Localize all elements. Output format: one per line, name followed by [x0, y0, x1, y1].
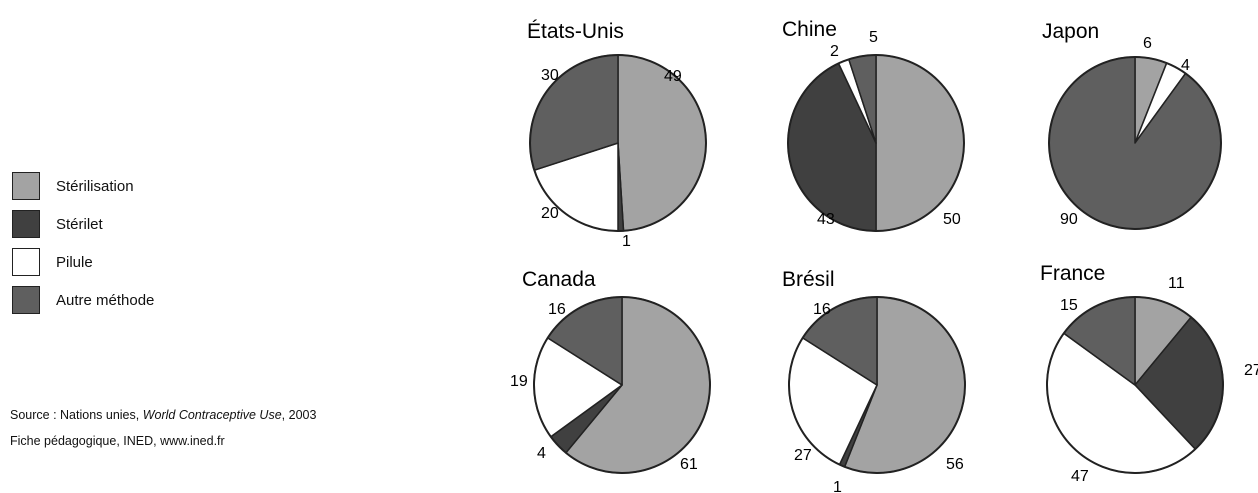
pie-chart: Brésil 56 1 27 16 [782, 268, 966, 493]
pie-title: Brésil [782, 268, 835, 291]
legend-item: Autre méthode [12, 286, 155, 314]
legend-item: Pilule [12, 248, 154, 276]
pie-outline [788, 296, 966, 474]
pie-value-label: 4 [537, 445, 546, 462]
pie-outline [1046, 296, 1224, 474]
pie-value-label: 20 [541, 205, 559, 222]
legend-label: Pilule [56, 253, 93, 271]
pie-value-label: 15 [1060, 297, 1078, 314]
pie-value-label: 27 [1244, 362, 1258, 379]
pie-chart: États-Unis 49 1 20 30 [527, 20, 707, 250]
pie-value-label: 11 [1168, 275, 1185, 292]
pie-slice [875, 54, 965, 232]
source-title: World Contraceptive Use [142, 408, 282, 422]
pie-outline [529, 54, 707, 232]
pie-value-label: 30 [541, 67, 559, 84]
pie-value-label: 16 [813, 301, 831, 318]
pie-outline [1048, 56, 1222, 230]
pie-value-label: 5 [869, 29, 878, 46]
legend-swatch-sterilet [12, 210, 40, 238]
pie-slice [617, 54, 707, 232]
pie-value-label: 2 [830, 43, 839, 60]
pie-value-label: 16 [548, 301, 566, 318]
legend-swatch-autre-methode [12, 286, 40, 314]
pie-value-label: 49 [664, 68, 682, 85]
pie-value-label: 50 [943, 211, 961, 228]
pie-chart: France 11 27 47 15 [1040, 262, 1258, 485]
credit-line: Fiche pédagogique, INED, www.ined.fr [10, 434, 225, 448]
pie-value-label: 56 [946, 456, 964, 473]
legend-item: Stérilet [12, 210, 154, 238]
pie-value-label: 19 [510, 373, 528, 390]
pie-chart: Chine 50 43 2 5 [782, 18, 965, 232]
pie-value-label: 4 [1181, 57, 1190, 74]
pie-outline [787, 54, 965, 232]
legend-swatch-pilule [12, 248, 40, 276]
legend-label: Stérilet [56, 215, 103, 233]
pie-title: États-Unis [527, 20, 624, 43]
pie-value-label: 27 [794, 447, 812, 464]
pie-title: Japon [1042, 20, 1099, 43]
legend-item: Stérilisation [12, 172, 154, 200]
legend: Stérilisation Stérilet Pilule Autre méth… [12, 172, 155, 328]
pie-value-label: 90 [1060, 211, 1078, 228]
source-prefix: Source : Nations unies, [10, 408, 143, 422]
pie-value-label: 6 [1143, 35, 1152, 52]
pie-outline [533, 296, 711, 474]
pie-value-label: 61 [680, 456, 698, 473]
source-note: Source : Nations unies, World Contracept… [10, 402, 316, 454]
source-suffix: , 2003 [281, 408, 317, 422]
legend-swatch-sterilisation [12, 172, 40, 200]
pie-title: Chine [782, 18, 837, 41]
pie-value-label: 1 [622, 233, 631, 250]
pie-chart: Canada 61 4 19 16 [510, 268, 711, 474]
pie-value-label: 47 [1071, 468, 1089, 485]
source-line: Source : Nations unies, World Contracept… [10, 402, 316, 428]
pie-chart: Japon 6 4 90 [1042, 20, 1222, 230]
pie-title: France [1040, 262, 1105, 285]
pie-value-label: 1 [833, 479, 842, 493]
pie-value-label: 43 [817, 211, 835, 228]
legend-label: Autre méthode [56, 291, 155, 309]
pie-title: Canada [522, 268, 596, 291]
legend-label: Stérilisation [56, 177, 134, 195]
